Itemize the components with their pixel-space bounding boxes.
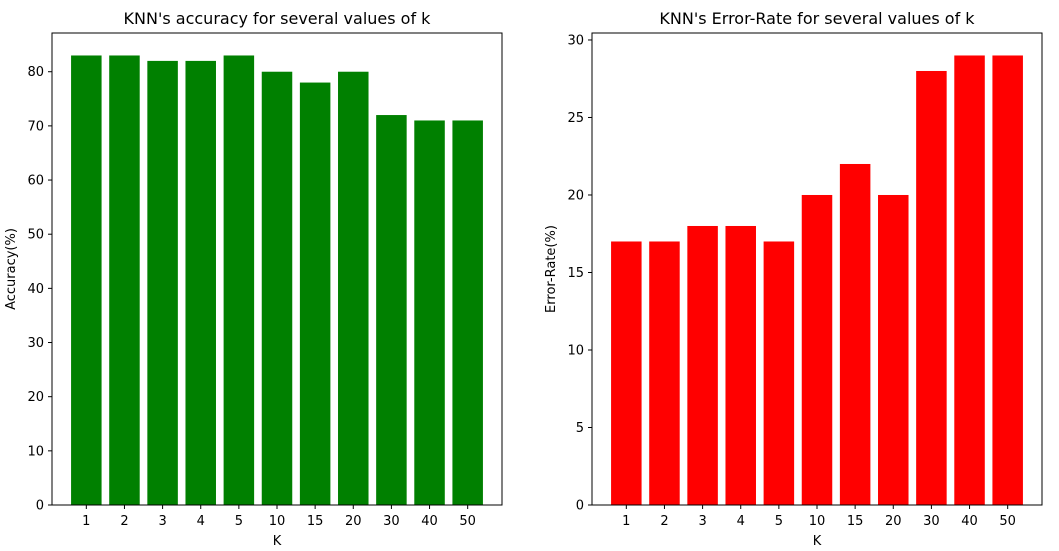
bar-50 xyxy=(992,55,1023,505)
x-tick-label: 2 xyxy=(660,514,668,529)
y-axis-label: Error-Rate(%) xyxy=(544,225,559,313)
x-tick-label: 3 xyxy=(158,514,166,529)
y-tick-label: 80 xyxy=(27,65,44,80)
x-tick-label: 15 xyxy=(847,514,864,529)
y-tick-label: 30 xyxy=(567,33,584,48)
x-tick-label: 1 xyxy=(82,514,90,529)
y-tick-label: 10 xyxy=(567,343,584,358)
accuracy-chart: KNN's accuracy for several values of k K… xyxy=(4,9,503,549)
bar-20 xyxy=(878,194,909,505)
x-tick-label: 5 xyxy=(775,514,783,529)
y-tick-label: 15 xyxy=(567,266,584,281)
x-tick-label: 50 xyxy=(459,514,476,529)
y-tick-label: 30 xyxy=(27,336,44,351)
y-tick-label: 20 xyxy=(567,188,584,203)
x-tick-label: 40 xyxy=(961,514,978,529)
error-rate-chart: KNN's Error-Rate for several values of k… xyxy=(544,9,1043,549)
x-tick-label: 50 xyxy=(999,514,1016,529)
y-tick-label: 70 xyxy=(27,119,44,134)
y-axis-label: Accuracy(%) xyxy=(4,228,19,310)
bar-3 xyxy=(147,60,178,505)
y-tick-label: 40 xyxy=(27,282,44,297)
y-tick-label: 10 xyxy=(27,444,44,459)
bar-5 xyxy=(223,55,255,505)
y-tick-label: 60 xyxy=(27,174,44,189)
x-tick-label: 15 xyxy=(307,514,324,529)
x-tick-label: 1 xyxy=(622,514,630,529)
bar-15 xyxy=(839,163,871,505)
y-tick-label: 0 xyxy=(36,499,44,514)
bar-15 xyxy=(299,82,331,505)
bar-30 xyxy=(376,115,407,505)
bar-2 xyxy=(649,241,680,506)
x-tick-label: 10 xyxy=(269,514,286,529)
y-tick-label: 0 xyxy=(576,499,584,514)
bar-10 xyxy=(261,71,293,506)
x-axis-label: K xyxy=(273,534,282,549)
bar-1 xyxy=(71,55,102,505)
y-tick-label: 50 xyxy=(27,228,44,243)
x-tick-label: 5 xyxy=(235,514,243,529)
x-tick-label: 30 xyxy=(923,514,940,529)
x-tick-label: 10 xyxy=(809,514,826,529)
x-tick-label: 20 xyxy=(345,514,362,529)
y-tick-label: 20 xyxy=(27,390,44,405)
bar-4 xyxy=(185,60,216,505)
bar-50 xyxy=(452,120,483,505)
bar-5 xyxy=(763,241,795,506)
bar-40 xyxy=(414,120,445,505)
bar-4 xyxy=(725,225,756,505)
x-axis-label: K xyxy=(813,534,822,549)
y-tick-label: 5 xyxy=(576,421,584,436)
bar-40 xyxy=(954,55,985,505)
x-tick-label: 20 xyxy=(885,514,902,529)
x-tick-label: 4 xyxy=(737,514,745,529)
bar-1 xyxy=(611,241,642,506)
chart-title: KNN's Error-Rate for several values of k xyxy=(659,9,975,28)
bar-3 xyxy=(687,225,718,505)
x-tick-label: 40 xyxy=(421,514,438,529)
chart-title: KNN's accuracy for several values of k xyxy=(124,9,432,28)
x-tick-label: 4 xyxy=(197,514,205,529)
x-tick-label: 3 xyxy=(698,514,706,529)
x-tick-label: 2 xyxy=(120,514,128,529)
bar-2 xyxy=(109,55,140,505)
bar-10 xyxy=(801,194,833,505)
bar-30 xyxy=(916,70,947,505)
bar-20 xyxy=(338,71,369,506)
y-tick-label: 25 xyxy=(567,111,584,126)
x-tick-label: 30 xyxy=(383,514,400,529)
